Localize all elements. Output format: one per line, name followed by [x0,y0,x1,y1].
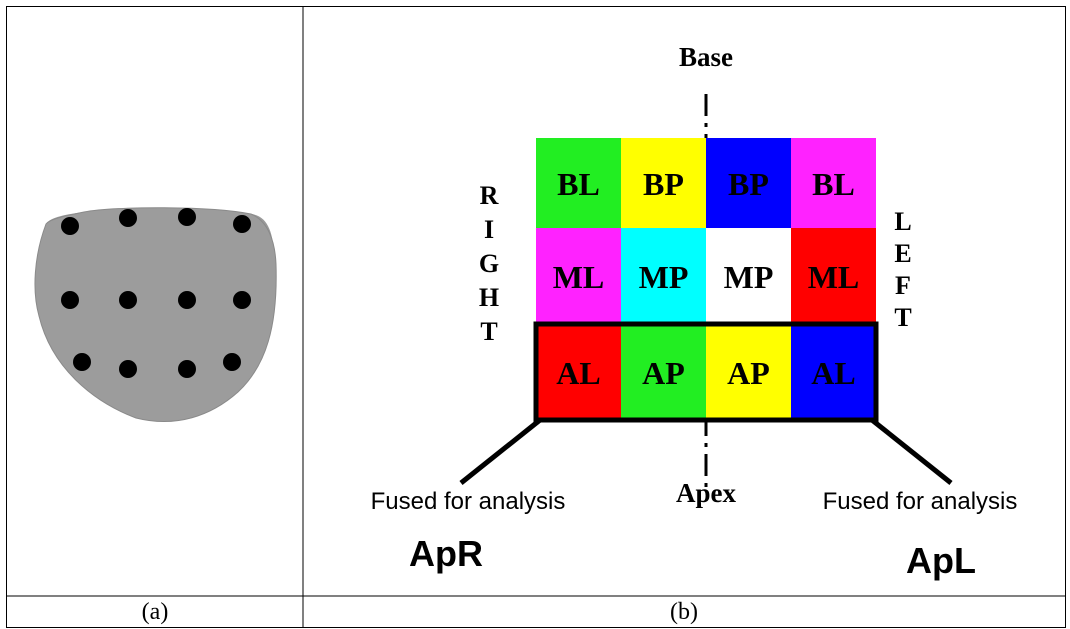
fused-left-note: Fused for analysis [371,488,566,515]
region-cell [621,138,706,228]
caption-b: (b) [670,599,698,625]
region-label: MP [639,259,689,295]
base-label: Base [679,42,733,72]
right-letter: R [480,181,499,210]
electrode-dot [178,208,196,226]
panel-a-heart-slice [34,207,277,422]
region-cell [621,228,706,324]
right-letter: H [479,283,499,312]
electrode-dot [61,217,79,235]
fused-right-code: ApL [906,540,976,581]
electrode-dot [178,291,196,309]
apical-row-outline [533,321,879,423]
region-cell [536,138,621,228]
region-cell [536,228,621,324]
electrode-dot [233,291,251,309]
region-cell [536,324,621,420]
region-grid: BL BP BP BL ML MP MP ML AL AP AP AL [536,138,876,420]
fused-left-code: ApR [409,533,483,574]
region-label: BP [728,166,769,202]
electrode-dot [119,209,137,227]
right-letter: I [484,215,494,244]
region-cell [791,138,876,228]
region-label: AL [811,355,855,391]
electrode-dot [119,291,137,309]
region-cell [706,138,791,228]
region-label: BL [557,166,600,202]
region-label: ML [808,259,860,295]
fused-right-note: Fused for analysis [823,488,1018,515]
left-letter: T [894,303,911,332]
slice-shape [34,207,277,422]
region-cell [706,228,791,324]
electrode-dot [223,353,241,371]
electrode-dot [61,291,79,309]
caption-a: (a) [141,599,169,625]
region-label: MP [724,259,774,295]
electrode-dot [233,215,251,233]
region-label: BP [643,166,684,202]
region-cell [706,324,791,420]
region-label: ML [553,259,605,295]
right-letter: G [479,249,499,278]
region-label: AP [642,355,685,391]
electrode-dot [73,353,91,371]
region-cell [791,324,876,420]
region-cell [621,324,706,420]
fused-left-pointer [459,418,542,485]
left-letter: F [895,271,911,300]
region-cell [791,228,876,324]
fused-right-pointer [870,418,953,485]
electrode-dot [119,360,137,378]
region-label: AL [556,355,600,391]
apex-label: Apex [676,478,736,508]
region-label: AP [727,355,770,391]
table-border [6,6,1066,628]
left-letter: L [894,207,911,236]
left-letter: E [894,239,911,268]
region-label: BL [812,166,855,202]
electrode-dot [178,360,196,378]
right-letter: T [480,317,497,346]
electrode-dots [61,208,251,378]
